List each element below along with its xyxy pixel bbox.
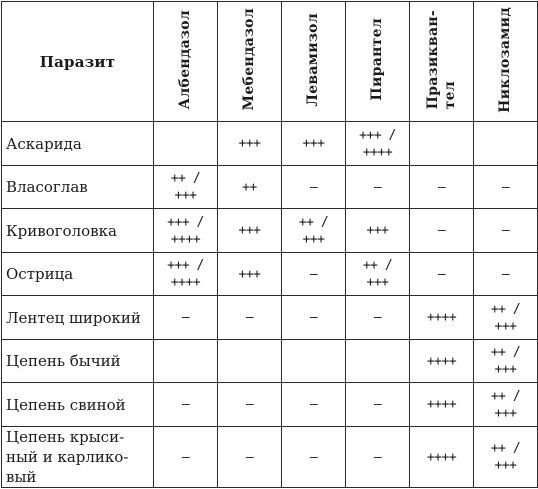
parasite-name: Острица <box>1 252 154 296</box>
efficacy-cell: – <box>281 295 346 340</box>
efficacy-cell: – <box>345 382 410 427</box>
parasite-name: Лентец широкий <box>1 295 154 340</box>
table-row: Лентец широкий – – – – ++++ ++ / +++ <box>1 295 538 340</box>
table-row: Цепень свиной – – – – ++++ ++ / +++ <box>1 382 538 427</box>
efficacy-cell: – <box>473 165 538 209</box>
efficacy-cell: – <box>153 382 218 427</box>
efficacy-cell: +++ <box>345 208 410 253</box>
table-row: Аскарида +++ +++ +++ / ++++ <box>1 121 538 166</box>
drug-header-pyrantel: Пирантел <box>345 1 410 122</box>
parasite-name-line: Цепень крыси- <box>6 428 125 446</box>
efficacy-cell: – <box>281 382 346 427</box>
efficacy-cell: – <box>409 208 474 253</box>
efficacy-cell: +++ / ++++ <box>153 252 218 296</box>
efficacy-cell: ++ / +++ <box>281 208 346 253</box>
parasite-name: Власоглав <box>1 165 154 209</box>
efficacy-cell: +++ <box>281 121 346 166</box>
efficacy-cell: – <box>281 426 346 488</box>
efficacy-cell: ++ <box>217 165 282 209</box>
parasite-name: Цепень свиной <box>1 382 154 427</box>
efficacy-cell: – <box>153 426 218 488</box>
efficacy-cell: – <box>281 165 346 209</box>
parasite-name-line: вый <box>6 468 37 486</box>
header-row: Паразит Албендазол Мебендазол Левамизол … <box>1 1 538 122</box>
drug-header-niclosamide: Никлозамид <box>473 1 538 122</box>
efficacy-cell: – <box>217 295 282 340</box>
efficacy-cell: +++ <box>217 121 282 166</box>
efficacy-cell: +++ <box>217 208 282 253</box>
efficacy-cell: — <box>281 252 346 296</box>
efficacy-cell: – <box>217 382 282 427</box>
efficacy-cell: ++ / +++ <box>473 382 538 427</box>
table-row: Власоглав ++ / +++ ++ – – – – <box>1 165 538 209</box>
table-row: Острица +++ / ++++ +++ — ++ / +++ – – <box>1 252 538 296</box>
efficacy-cell: ++++ <box>409 295 474 340</box>
efficacy-cell: – <box>217 426 282 488</box>
efficacy-cell: – <box>473 208 538 253</box>
efficacy-cell <box>217 339 282 383</box>
efficacy-cell: +++ / ++++ <box>345 121 410 166</box>
efficacy-cell: – <box>345 295 410 340</box>
efficacy-cell: +++ / ++++ <box>153 208 218 253</box>
parasite-name: Кривоголовка <box>1 208 154 253</box>
efficacy-cell: ++++ <box>409 426 474 488</box>
parasite-name-line: ный и карлико- <box>6 448 129 466</box>
efficacy-cell <box>153 121 218 166</box>
efficacy-cell <box>281 339 346 383</box>
drug-header-levamisole: Левамизол <box>281 1 346 122</box>
efficacy-cell: ++ / +++ <box>473 295 538 340</box>
efficacy-cell: ++ / +++ <box>345 252 410 296</box>
efficacy-cell <box>409 121 474 166</box>
table-row: Цепень бычий ++++ ++ / +++ <box>1 339 538 383</box>
efficacy-cell <box>473 121 538 166</box>
drug-header-albendazole: Албендазол <box>153 1 218 122</box>
efficacy-cell: – <box>473 252 538 296</box>
efficacy-cell: – <box>345 165 410 209</box>
efficacy-cell: ++ / +++ <box>153 165 218 209</box>
efficacy-cell: – <box>409 252 474 296</box>
parasite-column-header: Паразит <box>1 1 154 122</box>
parasite-name: Цепень бычий <box>1 339 154 383</box>
efficacy-cell <box>345 339 410 383</box>
efficacy-cell: ++ / +++ <box>473 339 538 383</box>
efficacy-cell: ++ / +++ <box>473 426 538 488</box>
efficacy-cell: ++++ <box>409 382 474 427</box>
efficacy-cell: – <box>409 165 474 209</box>
efficacy-cell: – <box>153 295 218 340</box>
drug-header-praziquantel: Празиквaн-тел <box>409 1 474 122</box>
parasite-name: Цепень крыси- ный и карлико- вый <box>1 426 154 488</box>
parasite-name: Аскарида <box>1 121 154 166</box>
efficacy-cell: – <box>345 426 410 488</box>
efficacy-cell: +++ <box>217 252 282 296</box>
drug-header-mebendazole: Мебендазол <box>217 1 282 122</box>
efficacy-cell <box>153 339 218 383</box>
table-row: Цепень крыси- ный и карлико- вый – – – –… <box>1 426 538 488</box>
efficacy-cell: ++++ <box>409 339 474 383</box>
table-row: Кривоголовка +++ / ++++ +++ ++ / +++ +++… <box>1 208 538 253</box>
